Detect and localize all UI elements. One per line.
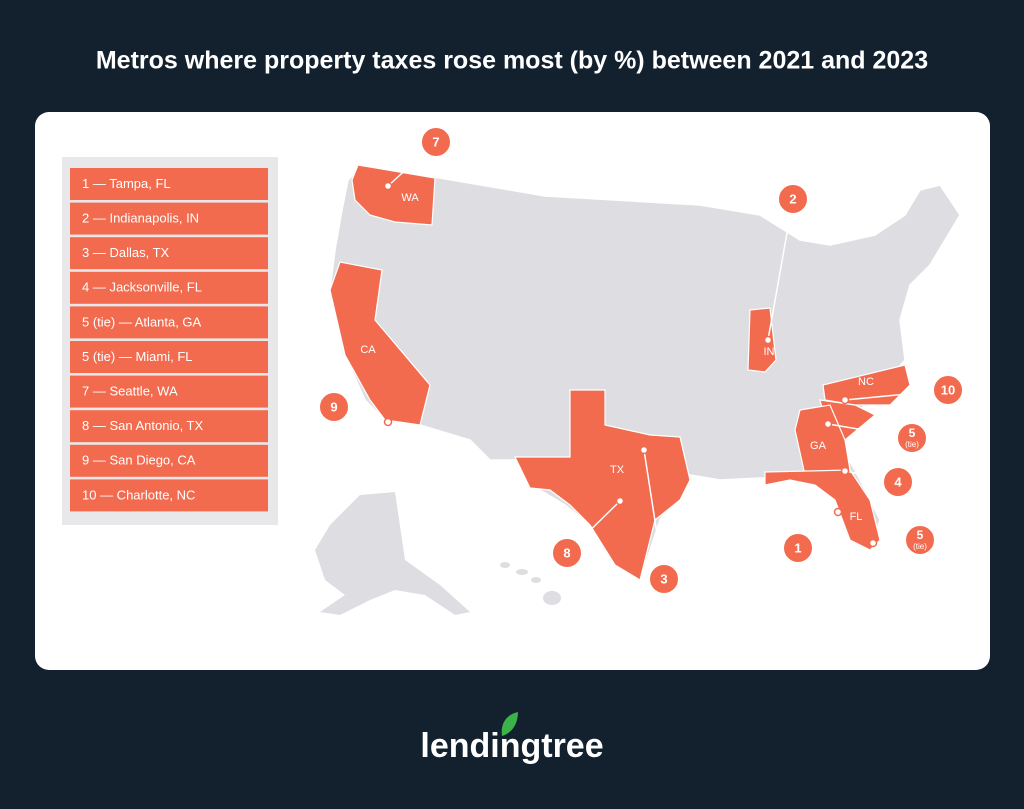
metro-dot: [840, 395, 850, 405]
marker-note: (tie): [913, 542, 927, 551]
state-label: WA: [401, 192, 419, 204]
marker-circle: [777, 183, 809, 215]
legend-item: [70, 168, 268, 200]
marker-label: 4: [894, 474, 902, 489]
marker-circle: [882, 466, 914, 498]
marker-label: 10: [941, 382, 955, 397]
legend-text: 3 — Dallas, TX: [82, 245, 170, 260]
marker-circle: [904, 524, 936, 556]
logo: lendingtree: [420, 712, 604, 765]
marker-circle: [648, 563, 680, 595]
marker-circle: [896, 422, 928, 454]
leader-line: [643, 449, 665, 580]
title: Metros where property taxes rose most (b…: [96, 47, 928, 75]
legend-item: [70, 479, 268, 512]
legend-text: 2 — Indianapolis, IN: [82, 211, 199, 226]
legend-item: [70, 444, 268, 477]
marker-circle: [318, 391, 350, 423]
metro-dot: [639, 445, 649, 455]
metro-dot: [383, 417, 393, 427]
state-label: NC: [858, 376, 874, 388]
legend-item: [70, 306, 268, 339]
state-label: CA: [360, 344, 376, 356]
leader-line: [767, 198, 794, 341]
marker-label: 3: [660, 571, 667, 586]
legend-text: 10 — Charlotte, NC: [82, 487, 195, 502]
legend-text: 8 — San Antonio, TX: [82, 418, 203, 433]
state-label: TX: [610, 464, 625, 476]
marker-circle: [420, 126, 452, 158]
marker-label: 1: [794, 540, 801, 555]
metro-dot: [763, 335, 773, 345]
marker-label: 7: [432, 134, 439, 149]
state-highlight: [822, 364, 911, 406]
marker-circle: [782, 532, 814, 564]
metro-dot: [823, 419, 833, 429]
metro-dot: [840, 466, 850, 476]
legend-text: 5 (tie) — Miami, FL: [82, 349, 193, 364]
state-highlight: [764, 469, 881, 551]
metro-dot: [833, 507, 843, 517]
marker-label: 2: [789, 191, 796, 206]
marker-circle: [932, 374, 964, 406]
legend-item: [70, 341, 268, 373]
state-highlight: [351, 164, 436, 226]
state-highlight: [514, 389, 691, 581]
state-highlight: [329, 261, 431, 426]
marker-label: 9: [330, 399, 337, 414]
logo-leaf: [501, 712, 518, 736]
legend-text: 9 — San Diego, CA: [82, 453, 196, 468]
legend-item: [70, 202, 268, 235]
marker-circle: [551, 537, 583, 569]
legend-text: 4 — Jacksonville, FL: [82, 280, 202, 295]
state-label: IN: [764, 346, 775, 358]
hawaii: [500, 562, 561, 605]
state-label: GA: [810, 440, 827, 452]
metro-dot: [383, 181, 393, 191]
marker-label: 8: [563, 545, 570, 560]
marker-label: 5: [909, 426, 916, 440]
metro-dot: [868, 538, 878, 548]
metro-dot: [615, 496, 625, 506]
state-highlight: [747, 307, 777, 373]
alaska: [315, 492, 470, 615]
legend-item: [70, 271, 268, 304]
legend-item: [70, 375, 268, 408]
legend-item: [70, 410, 268, 443]
legend-text: 5 (tie) — Atlanta, GA: [82, 314, 202, 329]
legend-text: 7 — Seattle, WA: [82, 384, 178, 399]
legend-item: [70, 237, 268, 270]
leader-line: [844, 389, 949, 401]
marker-label: 5: [917, 528, 924, 542]
logo-text: lendingtree: [420, 727, 603, 765]
state-label: FL: [850, 511, 863, 523]
marker-note: (tie): [905, 440, 919, 449]
legend-text: 1 — Tampa, FL: [82, 176, 171, 191]
